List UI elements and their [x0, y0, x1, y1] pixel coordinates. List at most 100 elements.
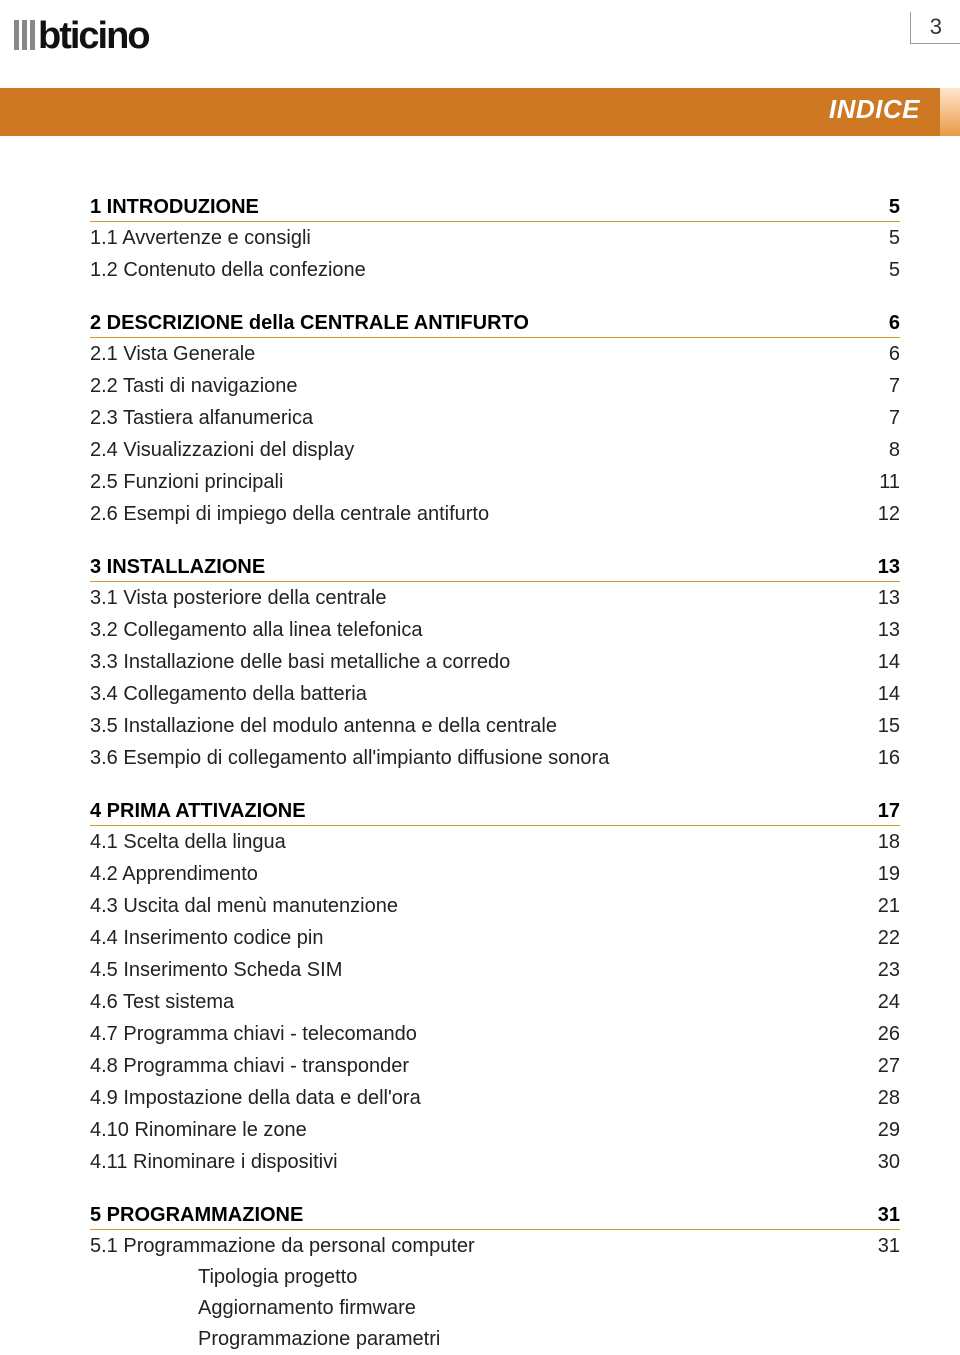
toc-item-page: 13	[860, 614, 900, 646]
toc-item-label: 4.10 Rinominare le zone	[90, 1114, 860, 1146]
title-accent	[940, 88, 960, 136]
toc-item[interactable]: 4.1 Scelta della lingua18	[90, 826, 900, 858]
toc-item-label: 2.6 Esempi di impiego della centrale ant…	[90, 498, 860, 530]
toc-subitem: Programmazione parametri	[90, 1324, 900, 1355]
toc-section-page: 17	[860, 800, 900, 823]
toc-item-label: 4.4 Inserimento codice pin	[90, 922, 860, 954]
toc-item-page: 14	[860, 646, 900, 678]
toc-item[interactable]: 2.3 Tastiera alfanumerica7	[90, 402, 900, 434]
toc-section-label: 5 PROGRAMMAZIONE	[90, 1204, 860, 1227]
toc-item[interactable]: 4.8 Programma chiavi - transponder27	[90, 1050, 900, 1082]
toc-subitem: Aggiornamento firmware	[90, 1293, 900, 1324]
toc-section-head[interactable]: 5 PROGRAMMAZIONE31	[90, 1204, 900, 1230]
toc-item-page: 30	[860, 1146, 900, 1178]
toc-section-page: 13	[860, 556, 900, 579]
toc-item-label: 2.2 Tasti di navigazione	[90, 370, 860, 402]
toc-item[interactable]: 1.1 Avvertenze e consigli5	[90, 222, 900, 254]
toc-section-label: 4 PRIMA ATTIVAZIONE	[90, 800, 860, 823]
toc-section: 5 PROGRAMMAZIONE315.1 Programmazione da …	[90, 1204, 900, 1355]
toc-item-page: 12	[860, 498, 900, 530]
toc-section-head[interactable]: 2 DESCRIZIONE della CENTRALE ANTIFURTO6	[90, 312, 900, 338]
toc-item-page: 24	[860, 986, 900, 1018]
toc-item[interactable]: 3.1 Vista posteriore della centrale13	[90, 582, 900, 614]
toc-item[interactable]: 4.11 Rinominare i dispositivi30	[90, 1146, 900, 1178]
toc-section-head[interactable]: 4 PRIMA ATTIVAZIONE17	[90, 800, 900, 826]
toc-item-label: 4.5 Inserimento Scheda SIM	[90, 954, 860, 986]
toc-section-head[interactable]: 3 INSTALLAZIONE13	[90, 556, 900, 582]
toc-item-label: 2.5 Funzioni principali	[90, 466, 860, 498]
toc-section-label: 1 INTRODUZIONE	[90, 196, 860, 219]
toc-section-head[interactable]: 1 INTRODUZIONE5	[90, 196, 900, 222]
toc-section-label: 3 INSTALLAZIONE	[90, 556, 860, 579]
toc-item[interactable]: 3.3 Installazione delle basi metalliche …	[90, 646, 900, 678]
toc-item-page: 8	[860, 434, 900, 466]
toc-item-page: 28	[860, 1082, 900, 1114]
toc-item[interactable]: 4.2 Apprendimento19	[90, 858, 900, 890]
toc-item-label: 3.1 Vista posteriore della centrale	[90, 582, 860, 614]
toc-item-label: 4.2 Apprendimento	[90, 858, 860, 890]
toc-section-page: 6	[860, 312, 900, 335]
table-of-contents: 1 INTRODUZIONE51.1 Avvertenze e consigli…	[90, 196, 900, 1355]
toc-item-page: 23	[860, 954, 900, 986]
toc-item-label: 1.1 Avvertenze e consigli	[90, 222, 860, 254]
toc-item[interactable]: 2.6 Esempi di impiego della centrale ant…	[90, 498, 900, 530]
toc-section-page: 31	[860, 1204, 900, 1227]
toc-item-page: 21	[860, 890, 900, 922]
toc-item-page: 31	[860, 1230, 900, 1262]
toc-item-page: 14	[860, 678, 900, 710]
toc-item[interactable]: 3.6 Esempio di collegamento all'impianto…	[90, 742, 900, 774]
toc-item[interactable]: 4.7 Programma chiavi - telecomando26	[90, 1018, 900, 1050]
toc-item-label: 4.11 Rinominare i dispositivi	[90, 1146, 860, 1178]
toc-item-page: 15	[860, 710, 900, 742]
toc-section-label: 2 DESCRIZIONE della CENTRALE ANTIFURTO	[90, 312, 860, 335]
toc-item[interactable]: 4.3 Uscita dal menù manutenzione21	[90, 890, 900, 922]
toc-item-label: 1.2 Contenuto della confezione	[90, 254, 860, 286]
toc-item-page: 22	[860, 922, 900, 954]
toc-item[interactable]: 4.4 Inserimento codice pin22	[90, 922, 900, 954]
toc-section-page: 5	[860, 196, 900, 219]
toc-item-label: 3.2 Collegamento alla linea telefonica	[90, 614, 860, 646]
toc-item-label: 3.6 Esempio di collegamento all'impianto…	[90, 742, 860, 774]
toc-item-page: 19	[860, 858, 900, 890]
toc-item-label: 3.4 Collegamento della batteria	[90, 678, 860, 710]
page-header: bticino 3	[0, 0, 960, 58]
toc-item[interactable]: 2.4 Visualizzazioni del display8	[90, 434, 900, 466]
toc-item-page: 27	[860, 1050, 900, 1082]
toc-item-page: 6	[860, 338, 900, 370]
toc-item[interactable]: 2.5 Funzioni principali11	[90, 466, 900, 498]
toc-item-page: 11	[860, 466, 900, 498]
toc-item[interactable]: 2.1 Vista Generale6	[90, 338, 900, 370]
toc-item-page: 13	[860, 582, 900, 614]
toc-item-page: 7	[860, 402, 900, 434]
toc-item[interactable]: 3.4 Collegamento della batteria14	[90, 678, 900, 710]
toc-section: 3 INSTALLAZIONE133.1 Vista posteriore de…	[90, 556, 900, 774]
toc-item[interactable]: 3.5 Installazione del modulo antenna e d…	[90, 710, 900, 742]
toc-item-label: 4.8 Programma chiavi - transponder	[90, 1050, 860, 1082]
brand-logo: bticino	[14, 12, 274, 58]
toc-item-label: 4.3 Uscita dal menù manutenzione	[90, 890, 860, 922]
svg-text:bticino: bticino	[38, 15, 149, 57]
title-bar: INDICE	[0, 88, 960, 136]
toc-item-page: 5	[860, 254, 900, 286]
toc-item[interactable]: 5.1 Programmazione da personal computer3…	[90, 1230, 900, 1262]
toc-item-page: 7	[860, 370, 900, 402]
toc-item-label: 2.4 Visualizzazioni del display	[90, 434, 860, 466]
toc-item-page: 16	[860, 742, 900, 774]
toc-item[interactable]: 2.2 Tasti di navigazione7	[90, 370, 900, 402]
toc-item[interactable]: 1.2 Contenuto della confezione5	[90, 254, 900, 286]
toc-item[interactable]: 3.2 Collegamento alla linea telefonica13	[90, 614, 900, 646]
toc-item-label: 4.6 Test sistema	[90, 986, 860, 1018]
toc-item[interactable]: 4.5 Inserimento Scheda SIM23	[90, 954, 900, 986]
toc-item-label: 4.7 Programma chiavi - telecomando	[90, 1018, 860, 1050]
toc-item-label: 3.5 Installazione del modulo antenna e d…	[90, 710, 860, 742]
toc-item-page: 26	[860, 1018, 900, 1050]
toc-item-page: 5	[860, 222, 900, 254]
toc-section: 4 PRIMA ATTIVAZIONE174.1 Scelta della li…	[90, 800, 900, 1178]
toc-item-label: 4.9 Impostazione della data e dell'ora	[90, 1082, 860, 1114]
toc-item[interactable]: 4.9 Impostazione della data e dell'ora28	[90, 1082, 900, 1114]
toc-item[interactable]: 4.10 Rinominare le zone29	[90, 1114, 900, 1146]
toc-item-label: 5.1 Programmazione da personal computer	[90, 1230, 860, 1262]
page-number-box: 3	[910, 12, 960, 44]
toc-item[interactable]: 4.6 Test sistema24	[90, 986, 900, 1018]
page-number: 3	[930, 14, 942, 40]
